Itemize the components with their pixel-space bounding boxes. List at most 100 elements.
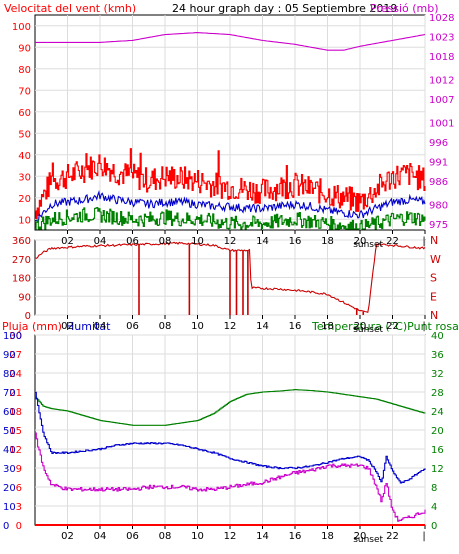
wind-tick-label: 60 [18, 108, 31, 119]
direction-tick-label: 180 [12, 274, 31, 285]
series-wind_avg-line [34, 190, 426, 223]
pressure-tick-label: 991 [429, 158, 448, 169]
series-humidity-line [35, 391, 426, 484]
chart-header-left: Velocitat del vent (kmh) [4, 2, 136, 15]
wind-tick-label: 70 [18, 86, 31, 97]
x-tick-label: 02 [61, 321, 74, 332]
pressure-tick-label: 1007 [429, 95, 454, 106]
humidity-tick-label: 40 [3, 445, 16, 456]
wind-tick-label: 90 [18, 43, 31, 54]
temperature-axis-title: Temperatura (°C)Punt rosada [311, 320, 459, 333]
temperature-tick-label: 28 [431, 388, 444, 399]
x-tick-label: 10 [191, 236, 204, 247]
x-tick-label: 16 [289, 236, 302, 247]
humidity-tick-label: 10 [3, 502, 16, 513]
humidity-tick-label: 90 [3, 350, 16, 361]
humidity-tick-label: 70 [3, 388, 16, 399]
temperature-tick-label: 36 [431, 350, 444, 361]
temperature-tick-label: 12 [431, 464, 444, 475]
rain-tick-label: 15 [9, 426, 22, 437]
series-pressure-line [35, 32, 426, 51]
series-dewpoint-line [35, 432, 426, 522]
x-tick-label: 14 [256, 236, 269, 247]
humidity-tick-label: 50 [3, 426, 16, 437]
pressure-tick-label: 986 [429, 177, 448, 188]
pressure-tick-label: 980 [429, 201, 448, 212]
x-tick-label: 06 [126, 531, 139, 542]
chart-header-center: 24 hour graph day : 05 Septiembre 2019 [172, 2, 397, 15]
wind-tick-label: 80 [18, 65, 31, 76]
wind-tick-label: 30 [18, 172, 31, 183]
temperature-tick-label: 40 [431, 331, 444, 342]
humidity-tick-label: 30 [3, 464, 16, 475]
humidity-tick-label: 60 [3, 407, 16, 418]
rain-tick-label: 6 [16, 483, 22, 494]
humidity-axis-title: Humitat [66, 320, 111, 333]
rain-tick-label: 27 [9, 350, 22, 361]
pressure-tick-label: 1023 [429, 33, 454, 44]
x-tick-label: 10 [191, 531, 204, 542]
direction-tick-label: 270 [12, 255, 31, 266]
rain-tick-label: 3 [16, 502, 22, 513]
temperature-tick-label: 24 [431, 407, 444, 418]
rain-tick-label: 21 [9, 388, 22, 399]
x-tick-label: 14 [256, 321, 269, 332]
compass-label: E [430, 290, 437, 303]
temperature-tick-label: 32 [431, 369, 444, 380]
direction-tick-label: 360 [12, 236, 31, 247]
pressure-tick-label: 996 [429, 138, 448, 149]
x-tick-label: 04 [94, 531, 107, 542]
pressure-tick-label: 1001 [429, 119, 454, 130]
x-tick-label: 08 [159, 531, 172, 542]
x-tick-label: 04 [94, 236, 107, 247]
x-tick-label: 22 [386, 531, 399, 542]
x-tick-label: 12 [224, 236, 237, 247]
temperature-tick-label: 16 [431, 445, 444, 456]
x-tick-label: 14 [256, 531, 269, 542]
x-tick-label: 12 [224, 531, 237, 542]
temperature-tick-label: 8 [431, 483, 437, 494]
wind-tick-label: 10 [18, 215, 31, 226]
x-tick-label: 20 [354, 236, 367, 247]
pressure-tick-label: 1018 [429, 52, 454, 63]
series-wind_low-line [35, 207, 426, 230]
x-tick-label: 22 [386, 236, 399, 247]
x-tick-label: 08 [159, 236, 172, 247]
pressure-tick-label: 1028 [429, 13, 454, 24]
x-tick-label: 04 [94, 321, 107, 332]
compass-label: S [430, 272, 437, 285]
x-tick-label: 16 [289, 531, 302, 542]
series-wind_gust-line [35, 148, 426, 220]
rain-tick-label: 0 [16, 521, 22, 532]
x-tick-label: 02 [61, 531, 74, 542]
x-tick-label: | [422, 531, 425, 542]
temperature-tick-label: 4 [431, 502, 437, 513]
x-tick-label: 06 [126, 236, 139, 247]
humidity-tick-label: 20 [3, 483, 16, 494]
rain-axis-title: Pluja (mm) [2, 320, 62, 333]
sunset-label: sunset [353, 240, 383, 250]
rain-tick-label: 30 [9, 331, 22, 342]
humidity-tick-label: 0 [3, 521, 9, 532]
x-tick-label: 20 [354, 531, 367, 542]
x-tick-label: 08 [159, 321, 172, 332]
rain-tick-label: 24 [9, 369, 22, 380]
humidity-tick-label: 100 [3, 331, 22, 342]
rain-tick-label: 12 [9, 445, 22, 456]
temperature-tick-label: 20 [431, 426, 444, 437]
compass-label: W [430, 253, 441, 266]
x-tick-label: | [422, 321, 425, 332]
sunset-label: sunset [353, 325, 383, 335]
x-tick-label: 18 [321, 531, 334, 542]
wind-tick-label: 20 [18, 194, 31, 205]
rain-tick-label: 9 [16, 464, 22, 475]
x-tick-label: | [422, 236, 425, 247]
compass-label: N [430, 309, 438, 322]
pressure-tick-label: 975 [429, 220, 448, 231]
wind-tick-label: 50 [18, 129, 31, 140]
series-temperature-line [35, 389, 426, 426]
rain-tick-label: 18 [9, 407, 22, 418]
x-tick-label: 10 [191, 321, 204, 332]
compass-label: N [430, 234, 438, 247]
